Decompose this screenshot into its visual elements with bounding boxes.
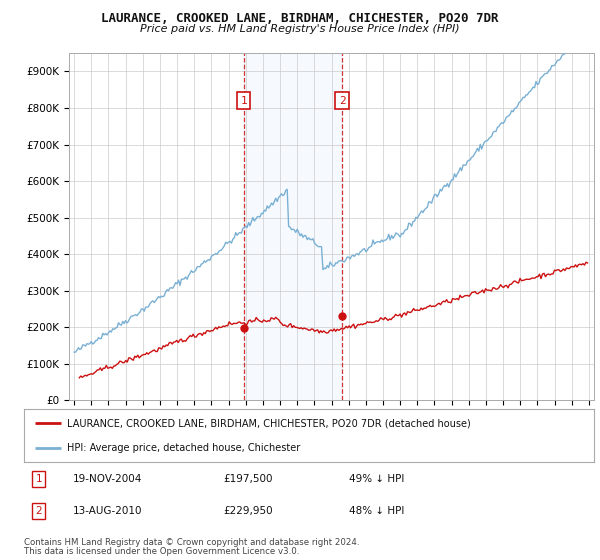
- Text: LAURANCE, CROOKED LANE, BIRDHAM, CHICHESTER, PO20 7DR: LAURANCE, CROOKED LANE, BIRDHAM, CHICHES…: [101, 12, 499, 25]
- Text: 49% ↓ HPI: 49% ↓ HPI: [349, 474, 404, 484]
- Text: This data is licensed under the Open Government Licence v3.0.: This data is licensed under the Open Gov…: [24, 547, 299, 556]
- Text: Contains HM Land Registry data © Crown copyright and database right 2024.: Contains HM Land Registry data © Crown c…: [24, 538, 359, 547]
- Text: 1: 1: [240, 96, 247, 106]
- Text: £197,500: £197,500: [223, 474, 273, 484]
- Text: 19-NOV-2004: 19-NOV-2004: [73, 474, 142, 484]
- Text: 13-AUG-2010: 13-AUG-2010: [73, 506, 142, 516]
- Text: HPI: Average price, detached house, Chichester: HPI: Average price, detached house, Chic…: [67, 442, 300, 452]
- Bar: [244, 53, 342, 400]
- Text: LAURANCE, CROOKED LANE, BIRDHAM, CHICHESTER, PO20 7DR (detached house): LAURANCE, CROOKED LANE, BIRDHAM, CHICHES…: [67, 418, 470, 428]
- Text: 2: 2: [35, 506, 42, 516]
- Text: £229,950: £229,950: [223, 506, 273, 516]
- Text: Price paid vs. HM Land Registry's House Price Index (HPI): Price paid vs. HM Land Registry's House …: [140, 24, 460, 34]
- Text: 48% ↓ HPI: 48% ↓ HPI: [349, 506, 404, 516]
- Text: 2: 2: [339, 96, 346, 106]
- Text: 1: 1: [35, 474, 42, 484]
